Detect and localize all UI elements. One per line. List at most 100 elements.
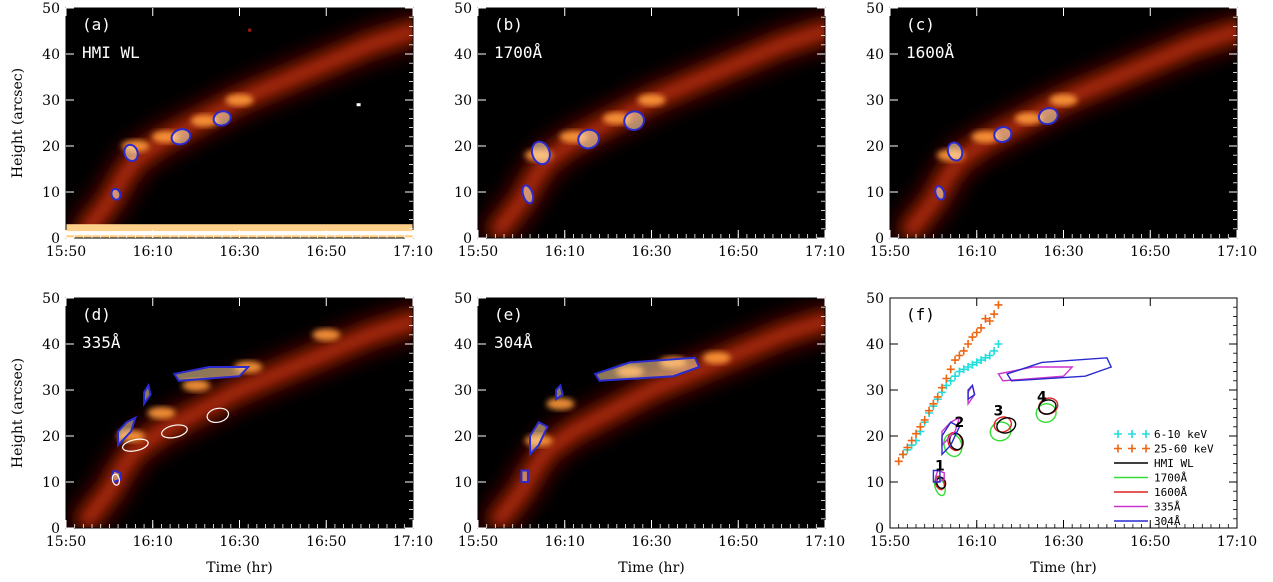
x-tick-label: 16:10: [133, 534, 173, 550]
y-tick-label: 10: [866, 185, 884, 201]
bright-kernel: [182, 379, 211, 392]
x-tick-label: 17:10: [1217, 244, 1257, 260]
y-tick-label: 10: [42, 475, 60, 491]
panel-d-335: 15:50 16:10 16:30 16:50 17:10 0 10 20 30 40 50 Heig…: [10, 291, 433, 576]
data-point: [920, 415, 929, 424]
legend-marker: [1114, 430, 1122, 438]
y-tick-label: 20: [42, 139, 60, 155]
data-point: [990, 346, 999, 355]
legend-marker: [1142, 430, 1150, 438]
data-point: [912, 429, 921, 438]
contour: [1037, 107, 1059, 126]
x-tick-label: 16:10: [957, 244, 997, 260]
data-point: [916, 422, 925, 431]
y-tick-label: 20: [454, 429, 472, 445]
x-axis-title: Time (hr): [1030, 560, 1096, 576]
contour-white: [161, 424, 188, 439]
data-point: [955, 351, 964, 360]
legend-label: 304Å: [1154, 515, 1181, 528]
y-tick-label: 0: [51, 231, 60, 247]
contour: [520, 469, 529, 483]
x-tick-label: 16:30: [219, 534, 259, 550]
plot-area: 1 2 3 4: [890, 298, 1237, 528]
contour: [143, 382, 152, 407]
x-tick-label: 16:30: [219, 244, 259, 260]
y-tick-label: 30: [42, 383, 60, 399]
contour: [934, 469, 945, 483]
data-point: [968, 333, 977, 342]
plot-area: [478, 8, 825, 238]
x-tick-label: 17:10: [805, 244, 845, 260]
y-tick-label: 50: [454, 291, 472, 307]
y-tick-label: 20: [454, 139, 472, 155]
x-tick-label: 15:50: [870, 244, 910, 260]
x-tick-label: 15:50: [46, 534, 86, 550]
y-tick-label: 0: [875, 231, 884, 247]
data-point: [907, 436, 916, 445]
contour: [529, 420, 549, 457]
y-tick-label: 30: [42, 93, 60, 109]
y-tick-label: 40: [454, 47, 472, 63]
panel-b-1700: 15:50 16:10 16:30 16:50 17:10 0 10 20 30 40 50 (b) 1…: [454, 1, 845, 260]
y-tick-label: 50: [866, 1, 884, 17]
contour: [623, 110, 646, 131]
y-tick-label: 40: [42, 47, 60, 63]
data-point: [977, 356, 986, 365]
y-axis-title: Height (arcsec): [10, 68, 26, 178]
bright-kernel: [1049, 94, 1078, 106]
bright-kernel: [190, 114, 219, 127]
contour: [941, 421, 961, 457]
panel-tag: (c): [906, 15, 935, 34]
data-point: [899, 450, 908, 459]
contour: [993, 126, 1013, 143]
bright-kernel: [637, 94, 666, 106]
contour: [1038, 399, 1057, 415]
hot-pixel: [356, 103, 361, 107]
y-tick-label: 30: [866, 93, 884, 109]
legend-marker: [1128, 444, 1136, 453]
x-tick-label: 15:50: [46, 244, 86, 260]
x-tick-label: 16:50: [718, 244, 758, 260]
legend-label: HMI WL: [1154, 457, 1194, 470]
y-tick-label: 40: [454, 337, 472, 353]
x-axis-title: Time (hr): [206, 560, 272, 576]
data-point: [894, 457, 903, 466]
contour: [593, 356, 701, 382]
x-tick-label: 17:10: [393, 534, 433, 550]
y-tick-label: 0: [51, 521, 60, 537]
data-point: [942, 374, 951, 383]
y-tick-label: 40: [866, 337, 884, 353]
panel-tag: (d): [82, 305, 111, 324]
panel-c-1600: 15:50 16:10 16:30 16:50 17:10 0 10 20 30 40 50 (c) 1…: [866, 1, 1257, 260]
x-tick-label: 16:10: [957, 534, 997, 550]
contour: [110, 187, 122, 201]
data-point: [925, 406, 934, 415]
bright-kernel: [225, 94, 254, 106]
contour: [934, 475, 946, 491]
contour: [932, 469, 941, 483]
data-point: [933, 392, 942, 401]
bright-kernel: [147, 407, 176, 419]
x-tick-label: 16:50: [306, 244, 346, 260]
y-tick-label: 10: [454, 475, 472, 491]
hot-pixel: [248, 28, 252, 32]
legend-label: 6-10 keV: [1154, 428, 1207, 441]
panel-label: HMI WL: [82, 43, 140, 62]
data-point: [951, 356, 960, 365]
plot-area: [478, 298, 825, 528]
data-point: [985, 351, 994, 360]
x-tick-label: 16:10: [545, 534, 585, 550]
data-point: [994, 300, 1003, 309]
contour: [123, 143, 139, 163]
x-tick-label: 17:10: [393, 244, 433, 260]
contour-white: [206, 407, 230, 424]
y-axis-title: Height (arcsec): [10, 358, 26, 468]
y-tick-label: 50: [454, 1, 472, 17]
overlay-background: [890, 298, 1237, 528]
panel-e-304: 15:50 16:10 16:30 16:50 17:10 0 10 20 30 40 50 Time…: [454, 291, 845, 576]
data-point: [938, 383, 947, 392]
region-number: 2: [955, 415, 965, 431]
y-tick-label: 30: [454, 383, 472, 399]
